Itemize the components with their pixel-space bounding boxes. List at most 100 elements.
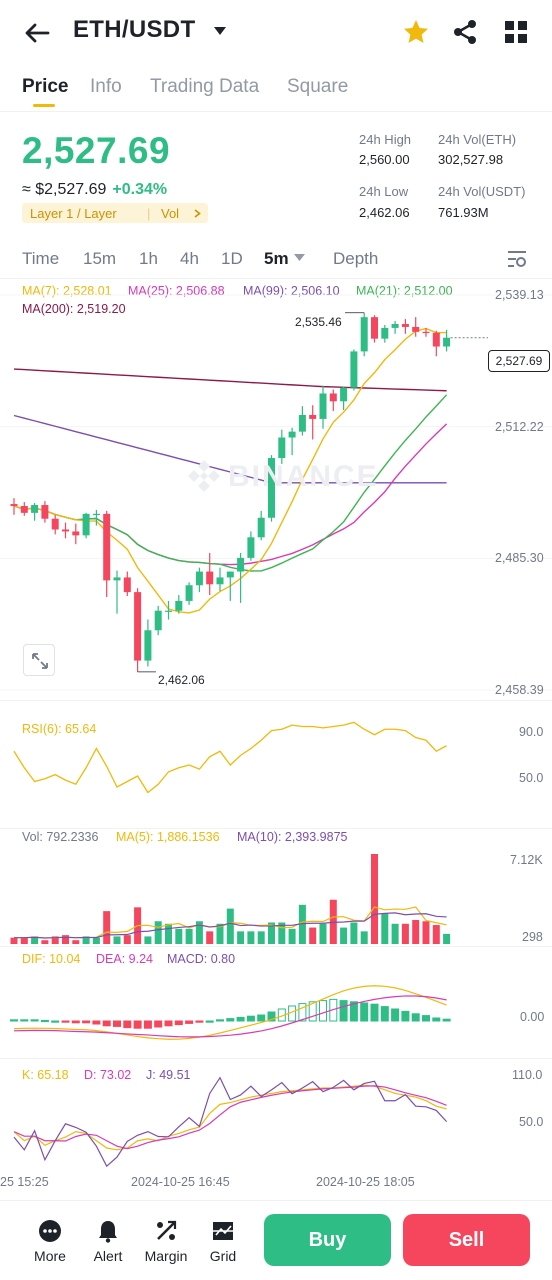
- divider: [0, 946, 552, 947]
- ma99-line: [13, 414, 447, 484]
- chart-settings-icon[interactable]: [506, 249, 528, 269]
- more-label: More: [34, 1248, 66, 1264]
- sell-button[interactable]: Sell: [403, 1214, 530, 1266]
- tab-active-indicator: [33, 104, 55, 107]
- macd-hist-bar: [164, 1020, 173, 1027]
- more-icon: [39, 1220, 61, 1242]
- tab-price[interactable]: Price: [22, 76, 69, 97]
- candle-body: [216, 577, 224, 585]
- volume-bar: [113, 936, 121, 944]
- tf-time[interactable]: Time: [22, 249, 60, 268]
- candle-body: [298, 415, 306, 432]
- price-sub-row: ≈ $2,527.69 +0.34%: [22, 181, 167, 199]
- time-tick: 25 15:25: [0, 1175, 49, 1189]
- kdj-j-label: J: 49.51: [146, 1068, 191, 1082]
- candle-body: [371, 317, 378, 339]
- tf-15m[interactable]: 15m: [83, 249, 117, 268]
- candle-body: [412, 326, 420, 332]
- tf-selected[interactable]: 5m: [264, 249, 289, 268]
- macd-hist-bar: [174, 1020, 183, 1026]
- grid-bot-icon: [213, 1222, 233, 1240]
- vol-ma5-label: MA(5): 1,886.1536: [116, 830, 220, 844]
- tf-depth[interactable]: Depth: [333, 249, 379, 268]
- candle-body: [206, 571, 214, 585]
- candle-body: [113, 577, 121, 581]
- stat-low-label: 24h Low: [359, 184, 409, 199]
- macd-hist-bar: [298, 1003, 307, 1022]
- kdj-chart: [13, 1076, 448, 1168]
- macd-hist-bar: [236, 1016, 245, 1022]
- candle-body: [103, 513, 111, 581]
- ma200-label: MA(200): 2,519.20: [22, 302, 126, 316]
- tab-info[interactable]: Info: [90, 76, 122, 97]
- rsi-line: [13, 721, 447, 794]
- macd-hist-bar: [216, 1019, 224, 1022]
- candle-body: [123, 577, 131, 593]
- candle-body: [72, 531, 80, 536]
- macd-tick: 0.00: [520, 1010, 545, 1024]
- chevron-down-icon[interactable]: [212, 24, 228, 38]
- star-icon[interactable]: [402, 18, 430, 46]
- macd-hist-bar: [442, 1018, 451, 1022]
- grid-bot-label: Grid: [209, 1248, 237, 1264]
- macd-hist-bar: [349, 1001, 358, 1022]
- candle-body: [154, 610, 162, 631]
- candle-body: [51, 518, 59, 530]
- macd-hist-bar: [319, 1000, 327, 1022]
- vol-label: Vol: 792.2336: [22, 830, 99, 844]
- rsi-tick: 50.0: [519, 771, 544, 785]
- pair-title[interactable]: ETH/USDT: [73, 16, 196, 43]
- macd-hist-bar: [411, 1013, 420, 1022]
- tab-trading-data[interactable]: Trading Data: [150, 76, 260, 97]
- macd-hist-bar: [339, 1000, 348, 1022]
- macd-hist-bar: [422, 1015, 430, 1022]
- tab-square[interactable]: Square: [287, 76, 349, 97]
- kdj-tick: 110.0: [512, 1068, 543, 1082]
- macd-hist-bar: [195, 1020, 204, 1023]
- tf-4h[interactable]: 4h: [180, 249, 199, 268]
- macd-hist-bar: [360, 1002, 369, 1022]
- tag-bar[interactable]: Layer 1 / Layer | Vol: [22, 203, 208, 223]
- stat-high-label: 24h High: [359, 132, 412, 147]
- chevron-right-icon: [194, 209, 201, 218]
- tf-1h[interactable]: 1h: [139, 249, 158, 268]
- macd-hist-bar: [10, 1019, 18, 1022]
- macd-hist-bar: [51, 1020, 60, 1023]
- top-bar: ETH/USDT: [0, 0, 552, 66]
- kdj-k-label: K: 65.18: [22, 1068, 69, 1082]
- candle-body: [31, 505, 39, 513]
- candle-body: [144, 630, 152, 661]
- kdj-d-label: D: 73.02: [84, 1068, 132, 1082]
- price-change-pct: +0.34%: [112, 181, 168, 198]
- fullscreen-button[interactable]: [23, 644, 55, 676]
- tag-vol[interactable]: Vol: [161, 206, 180, 221]
- rsi-chart: [13, 721, 447, 794]
- candle-body: [401, 324, 409, 327]
- volume-bar: [226, 908, 234, 944]
- back-arrow-icon[interactable]: [22, 18, 52, 48]
- candle-body: [350, 351, 358, 388]
- macd-hist-bar: [432, 1017, 441, 1022]
- candlestick-chart[interactable]: [0, 280, 552, 700]
- share-icon[interactable]: [452, 18, 478, 46]
- volume-bar: [412, 919, 420, 944]
- rsi-tick: 90.0: [519, 725, 544, 739]
- macd-hist-bar: [30, 1019, 39, 1022]
- buy-button[interactable]: Buy: [264, 1214, 391, 1266]
- volume-bar: [288, 928, 296, 944]
- tag-layer[interactable]: Layer 1 / Layer: [30, 206, 117, 221]
- volume-bar: [175, 928, 183, 944]
- tf-chevron-down-icon[interactable]: [294, 254, 305, 262]
- volume-bar: [216, 923, 224, 944]
- volume-bar: [443, 933, 451, 944]
- tf-1d[interactable]: 1D: [221, 249, 243, 268]
- macd-hist-bar: [308, 1001, 317, 1022]
- stat-vol-eth-value: 302,527.98: [438, 152, 504, 167]
- volume-bar: [340, 927, 348, 944]
- divider: [0, 278, 552, 279]
- margin-icon: [157, 1220, 177, 1240]
- grid-icon[interactable]: [504, 20, 528, 44]
- margin-label: Margin: [144, 1248, 188, 1264]
- divider: [0, 700, 552, 701]
- candle-body: [422, 331, 430, 334]
